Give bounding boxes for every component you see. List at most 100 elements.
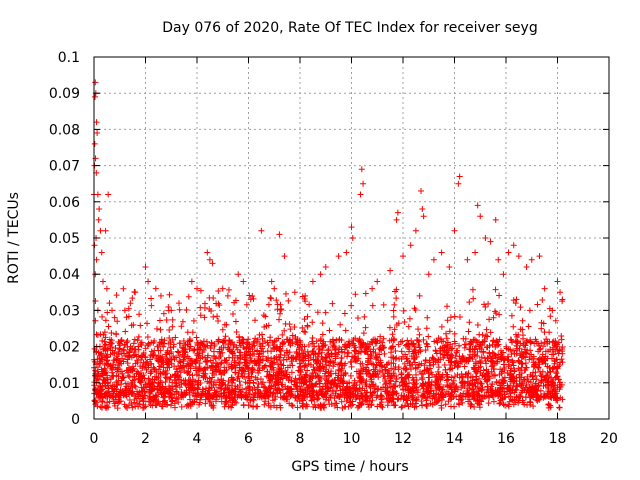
data-point xyxy=(371,385,378,392)
data-point xyxy=(369,397,376,404)
data-point xyxy=(368,352,375,359)
data-point xyxy=(266,379,273,386)
data-point xyxy=(365,404,372,411)
data-point xyxy=(420,336,427,343)
data-point xyxy=(445,357,452,364)
data-point xyxy=(207,365,214,372)
data-point xyxy=(504,369,511,376)
data-point xyxy=(391,301,398,308)
data-point xyxy=(175,372,182,379)
data-point xyxy=(337,360,344,367)
data-point xyxy=(240,402,247,409)
data-point xyxy=(134,337,141,344)
data-point xyxy=(497,397,504,404)
data-point xyxy=(124,360,131,367)
data-point xyxy=(484,383,491,390)
data-point xyxy=(161,398,168,405)
data-point xyxy=(495,379,502,386)
data-point xyxy=(481,373,488,380)
data-point xyxy=(532,387,539,394)
data-point xyxy=(243,301,250,308)
data-point xyxy=(481,301,488,308)
data-point xyxy=(398,404,405,411)
data-point xyxy=(441,362,448,369)
data-point xyxy=(314,372,321,379)
data-point xyxy=(125,391,132,398)
data-point xyxy=(469,339,476,346)
data-point xyxy=(142,345,149,352)
data-point xyxy=(526,356,533,363)
data-point xyxy=(135,393,142,400)
data-point xyxy=(230,396,237,403)
data-point xyxy=(508,365,515,372)
data-point xyxy=(302,374,309,381)
data-point xyxy=(112,364,119,371)
data-point xyxy=(524,373,531,380)
data-point xyxy=(370,336,377,343)
data-point xyxy=(126,396,133,403)
data-point xyxy=(541,285,548,292)
data-point xyxy=(519,380,526,387)
data-point xyxy=(438,323,445,330)
data-point xyxy=(559,348,566,355)
data-point xyxy=(442,401,449,408)
data-point xyxy=(500,379,507,386)
data-point xyxy=(233,328,240,335)
data-point xyxy=(235,359,242,366)
data-point xyxy=(245,384,252,391)
data-point xyxy=(539,297,546,304)
data-point xyxy=(289,340,296,347)
data-point xyxy=(512,338,519,345)
data-point xyxy=(459,373,466,380)
data-point xyxy=(305,342,312,349)
data-point xyxy=(168,307,175,314)
data-point xyxy=(344,383,351,390)
data-point xyxy=(280,356,287,363)
data-point xyxy=(405,380,412,387)
data-point xyxy=(231,357,238,364)
data-point xyxy=(97,403,104,410)
data-point xyxy=(519,317,526,324)
data-point xyxy=(380,301,387,308)
data-point xyxy=(245,402,252,409)
data-point xyxy=(451,313,458,320)
data-point xyxy=(103,404,110,411)
data-point xyxy=(202,400,209,407)
data-point xyxy=(185,368,192,375)
data-point xyxy=(180,356,187,363)
data-point xyxy=(476,357,483,364)
data-point xyxy=(251,338,258,345)
data-point xyxy=(102,382,109,389)
data-point xyxy=(494,338,501,345)
data-point xyxy=(337,321,344,328)
data-point xyxy=(169,386,176,393)
data-point xyxy=(263,356,270,363)
data-point xyxy=(125,353,132,360)
data-point xyxy=(466,299,473,306)
data-point xyxy=(328,368,335,375)
data-point xyxy=(236,378,243,385)
data-point xyxy=(255,355,262,362)
data-point xyxy=(495,256,502,263)
data-point xyxy=(221,386,228,393)
data-point xyxy=(387,267,394,274)
data-point xyxy=(350,340,357,347)
data-point xyxy=(438,338,445,345)
data-point xyxy=(140,372,147,379)
data-point xyxy=(246,292,253,299)
data-point xyxy=(527,336,534,343)
data-point xyxy=(436,395,443,402)
y-tick-label: 0.06 xyxy=(49,195,80,211)
data-point xyxy=(240,278,247,285)
data-point xyxy=(178,323,185,330)
data-point xyxy=(477,341,484,348)
data-point xyxy=(380,384,387,391)
data-point xyxy=(552,317,559,324)
data-point xyxy=(473,369,480,376)
data-point xyxy=(325,346,332,353)
data-point xyxy=(334,377,341,384)
data-point xyxy=(489,387,496,394)
data-point xyxy=(314,353,321,360)
data-point xyxy=(236,364,243,371)
data-point xyxy=(176,365,183,372)
